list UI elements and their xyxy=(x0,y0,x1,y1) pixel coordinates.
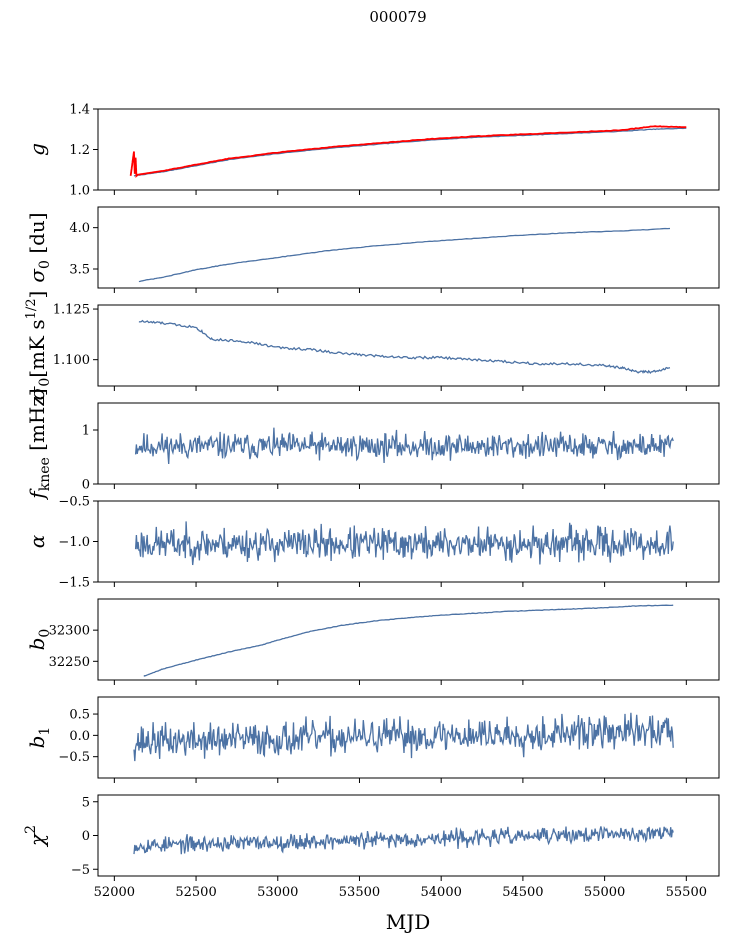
y-tick-label-b0: 32300 xyxy=(49,624,90,639)
y-tick-label-b1: −0.5 xyxy=(58,750,90,765)
plot-frame-sigma0_du xyxy=(97,206,720,289)
series-line-alpha-0 xyxy=(134,521,674,566)
x-tick-label: 55000 xyxy=(584,885,625,900)
figure-title: 000079 xyxy=(369,8,426,26)
y-tick-label-fknee: 1 xyxy=(82,424,90,439)
plot-frame-fknee xyxy=(97,402,720,485)
plot-frame-sigma0_mK xyxy=(97,304,720,387)
y-axis-label-sigma0_du: σ0 [du] xyxy=(25,212,53,282)
y-axis-label-b0: b0 xyxy=(25,629,53,651)
y-tick-label-g: 1.4 xyxy=(69,103,90,118)
series-line-b0-0 xyxy=(143,604,674,677)
panel-b1: −0.5 0.0 0.5 b1 xyxy=(25,696,720,783)
panel-alpha: −1.5 −1.0 −0.5 α xyxy=(25,495,720,591)
series-line-sigma0_du-0 xyxy=(138,227,671,283)
y-tick-label-sigma0_mK: 1.100 xyxy=(53,353,90,368)
y-axis-label-g: g xyxy=(25,143,49,156)
y-tick-label-fknee: 0 xyxy=(82,478,90,493)
y-axis-label-fknee: fknee [mHz] xyxy=(25,388,53,500)
panel-g: 1.0 1.2 1.4 g xyxy=(25,103,720,199)
series-line-fknee-0 xyxy=(134,427,674,465)
plot-frame-b0 xyxy=(97,598,720,681)
x-tick-label: 54500 xyxy=(502,885,543,900)
x-axis-label: MJD xyxy=(386,910,431,934)
y-tick-label-chi2: 0 xyxy=(82,829,90,844)
x-tick-label: 54000 xyxy=(421,885,462,900)
x-tick-label: 52000 xyxy=(94,885,135,900)
y-tick-label-alpha: −1.5 xyxy=(58,576,90,591)
y-tick-label-chi2: 5 xyxy=(82,795,90,810)
x-tick-label: 52500 xyxy=(175,885,216,900)
y-axis-label-alpha: α xyxy=(25,534,49,548)
plot-frame-b1 xyxy=(97,696,720,779)
y-axis-label-b1: b1 xyxy=(25,727,53,749)
y-tick-label-b1: 0.0 xyxy=(69,729,90,744)
y-tick-label-sigma0_du: 4.0 xyxy=(69,221,90,236)
x-tick-label: 55500 xyxy=(666,885,707,900)
plot-frame-chi2 xyxy=(97,794,720,877)
series-line-b1-0 xyxy=(133,712,674,762)
series-line-g-0 xyxy=(133,127,687,177)
x-tick-label: 53000 xyxy=(257,885,298,900)
y-tick-label-g: 1.0 xyxy=(69,184,90,199)
y-tick-label-sigma0_mK: 1.125 xyxy=(53,303,90,318)
series-line-chi2-0 xyxy=(133,826,674,855)
x-tick-label: 53500 xyxy=(339,885,380,900)
y-tick-label-chi2: −5 xyxy=(71,863,90,878)
y-tick-label-alpha: −0.5 xyxy=(58,495,90,510)
series-line-sigma0_mK-0 xyxy=(138,319,671,375)
y-tick-label-alpha: −1.0 xyxy=(58,535,90,550)
y-axis-label-sigma0_mK: σ0[mK s1/2] xyxy=(24,291,53,401)
series-line-g-1 xyxy=(129,125,687,178)
plot-frame-g xyxy=(97,108,720,191)
panel-sigma0_du: 3.5 4.0 σ0 [du] xyxy=(25,206,720,293)
y-tick-label-b1: 0.5 xyxy=(69,708,90,723)
y-axis-label-chi2: χ2 xyxy=(23,825,49,848)
panel-fknee: 0 1 fknee [mHz] xyxy=(25,388,720,501)
panel-chi2: −5 0 5 52000 52500 53000 53500 54000 54500 55000 5… xyxy=(23,794,720,900)
y-tick-label-b0: 32250 xyxy=(49,655,90,670)
y-tick-label-g: 1.2 xyxy=(69,143,90,158)
y-tick-label-sigma0_du: 3.5 xyxy=(69,262,90,277)
